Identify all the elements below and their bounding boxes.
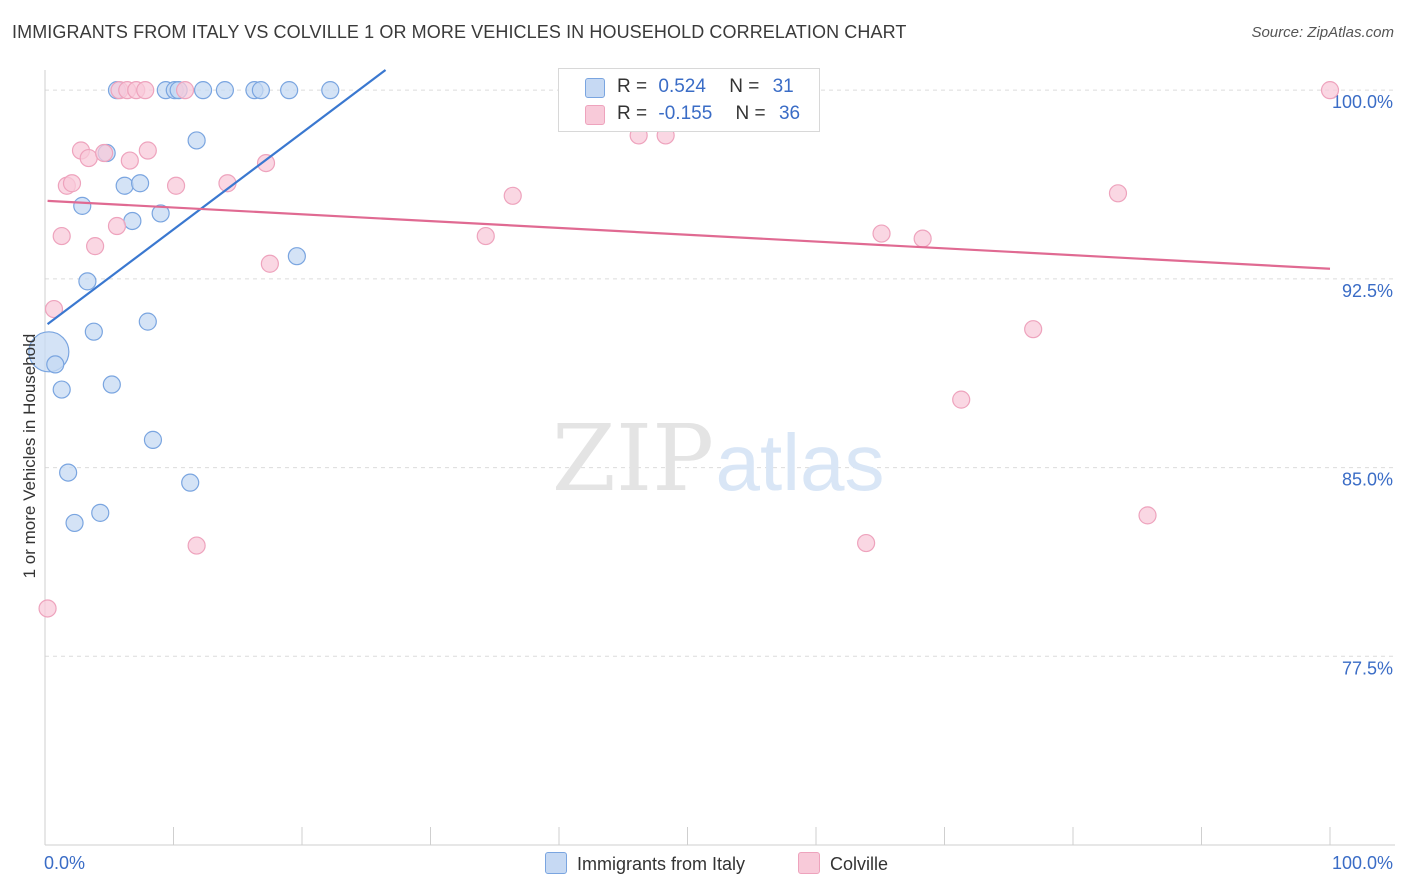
y-tick-label: 92.5%	[1342, 281, 1393, 301]
colville-point	[1024, 320, 1043, 339]
italy-point	[130, 174, 150, 193]
watermark-atlas: atlas	[716, 418, 885, 507]
italy-point	[215, 81, 234, 100]
legend-n-label: N =	[735, 103, 766, 124]
colville-point	[1138, 506, 1157, 525]
colville-point	[1108, 184, 1128, 203]
legend-row-italy: R = 0.524 N = 31	[617, 76, 794, 98]
italy-point	[115, 176, 134, 195]
italy-point	[280, 81, 299, 100]
colville-point	[107, 216, 127, 236]
legend-n-value: 36	[778, 103, 801, 124]
legend-row-colville: R = -0.155 N = 36	[617, 103, 800, 125]
italy-point	[193, 81, 213, 100]
colville-trend-line	[47, 199, 1331, 270]
legend-n-label: N =	[729, 76, 760, 97]
italy-point	[91, 503, 110, 522]
colville-point	[175, 81, 195, 100]
legend-swatch-italy	[585, 78, 605, 98]
italy-point	[59, 463, 78, 482]
italy-point	[181, 473, 200, 492]
y-tick-label: 100.0%	[1332, 92, 1393, 112]
trend-lines	[46, 69, 1331, 326]
italy-point	[123, 211, 142, 231]
colville-point	[86, 237, 105, 256]
italy-point	[143, 430, 163, 449]
y-tick-label: 77.5%	[1342, 658, 1393, 678]
italy-point	[102, 375, 121, 394]
italy-point	[46, 355, 65, 374]
axes	[44, 70, 1395, 846]
italy-point	[84, 322, 103, 341]
italy-point	[52, 380, 71, 399]
bottom-legend-label-italy: Immigrants from Italy	[577, 854, 746, 874]
italy-trend-line	[46, 69, 387, 326]
colville-point	[166, 176, 186, 195]
italy-point	[78, 272, 97, 291]
legend-n-value: 31	[772, 76, 794, 97]
bottom-legend-swatch-italy	[545, 852, 567, 874]
legend-r-value: -0.155	[658, 103, 713, 124]
colville-point	[1320, 81, 1340, 100]
colville-point	[138, 141, 157, 160]
colville-point	[52, 226, 71, 246]
colville-point	[857, 533, 876, 553]
colville-point	[79, 148, 98, 168]
italy-point	[287, 247, 306, 266]
colville-point	[44, 299, 64, 319]
colville-point	[95, 143, 114, 163]
colville-point	[872, 224, 891, 243]
tick-labels: 77.5% 85.0% 92.5% 100.0% 0.0% 100.0%	[44, 92, 1393, 873]
italy-point	[151, 204, 170, 223]
legend-r-label: R =	[617, 103, 648, 124]
y-tick-label: 85.0%	[1342, 470, 1393, 490]
italy-point	[65, 513, 84, 533]
bottom-legend-italy: Immigrants from Italy	[545, 852, 745, 875]
italy-point	[73, 196, 92, 215]
bottom-legend-swatch-colville	[798, 852, 820, 874]
watermark: ZIP atlas	[552, 405, 885, 512]
legend-r-label: R =	[617, 76, 648, 97]
series-colville-points	[38, 81, 1340, 618]
bottom-legend-colville: Colville	[798, 852, 888, 875]
y-axis-label: 1 or more Vehicles in Household	[20, 333, 39, 579]
colville-point	[260, 254, 279, 273]
colville-point	[136, 81, 155, 100]
x-tick-label: 0.0%	[44, 853, 85, 873]
italy-point	[251, 81, 270, 100]
legend-swatch-colville	[585, 105, 605, 125]
chart-source: Source: ZipAtlas.com	[1251, 24, 1394, 41]
colville-point	[120, 151, 139, 170]
colville-point	[62, 174, 82, 193]
italy-point	[138, 312, 157, 331]
italy-point	[321, 81, 340, 100]
italy-point	[187, 131, 206, 150]
x-tick-label: 100.0%	[1332, 853, 1393, 873]
colville-point	[38, 599, 57, 618]
chart-title: IMMIGRANTS FROM ITALY VS COLVILLE 1 OR M…	[12, 22, 907, 42]
colville-point	[913, 229, 932, 248]
colville-point	[187, 536, 206, 555]
watermark-zip: ZIP	[552, 405, 714, 512]
correlation-legend: R = 0.524 N = 31 R = -0.155 N = 36	[558, 68, 820, 132]
legend-r-value: 0.524	[658, 76, 706, 97]
bottom-legend-label-colville: Colville	[830, 854, 889, 874]
colville-point	[256, 154, 276, 173]
colville-point	[476, 226, 495, 246]
colville-point	[952, 390, 971, 409]
colville-point	[503, 186, 522, 205]
